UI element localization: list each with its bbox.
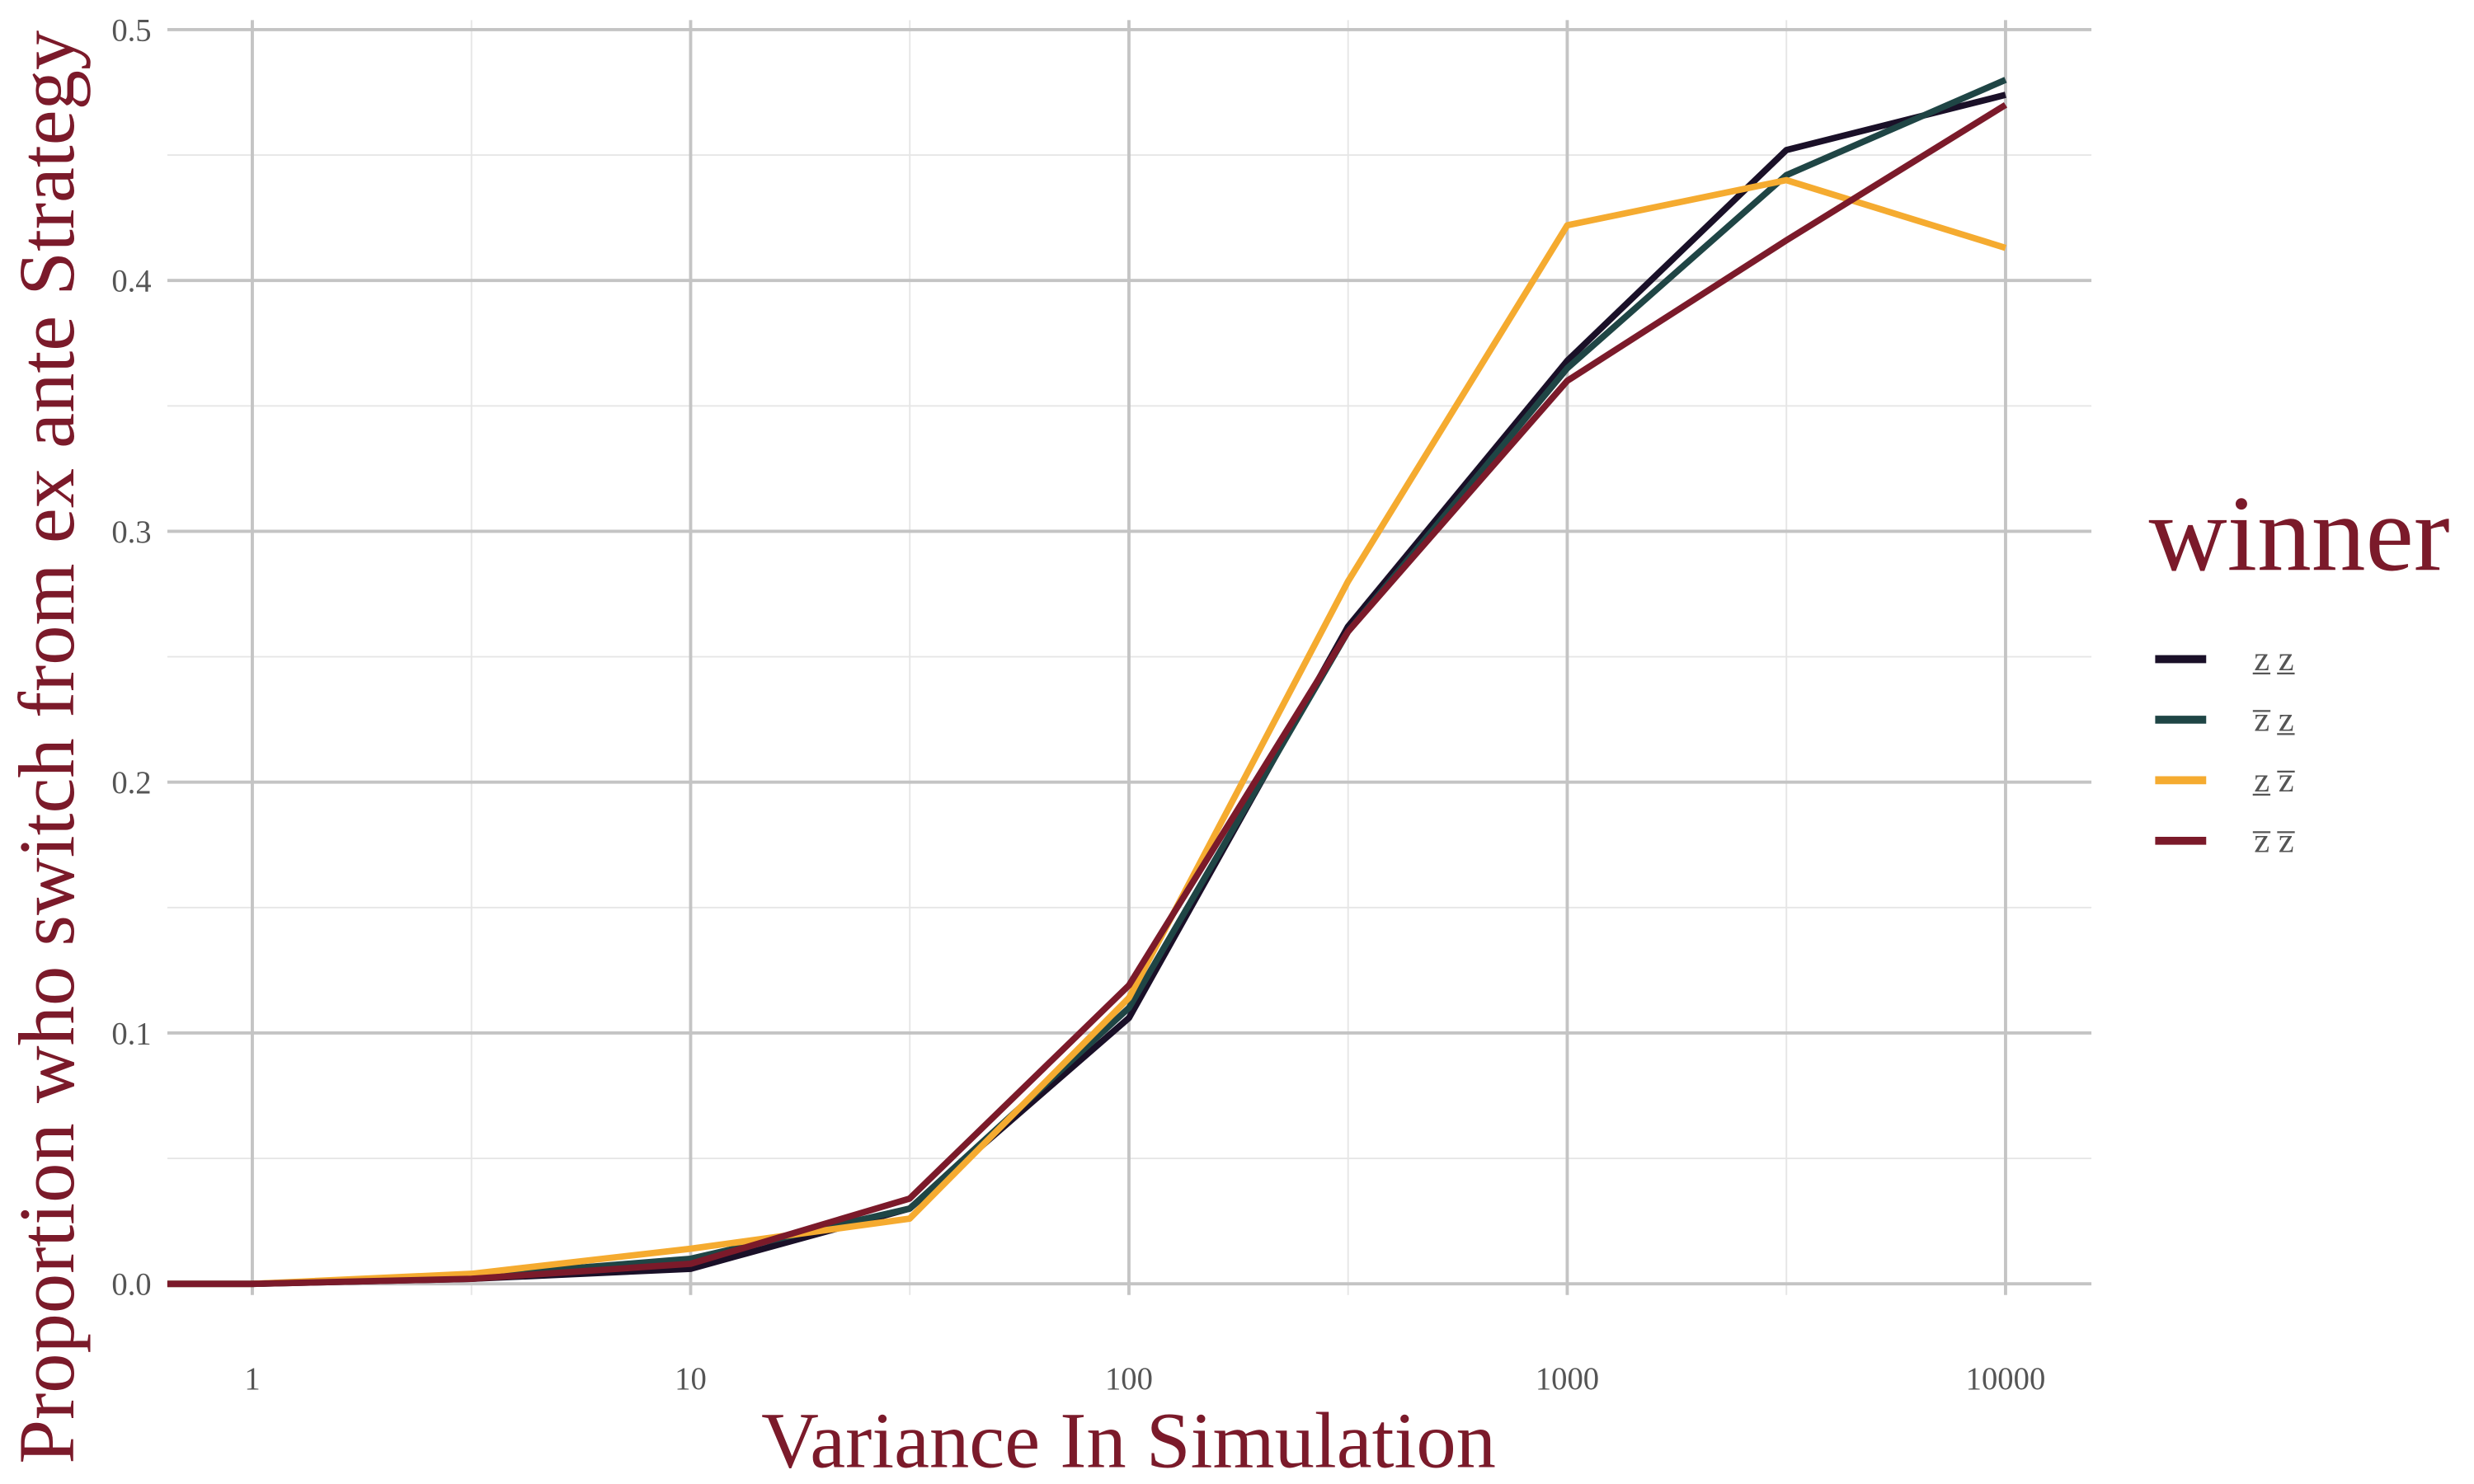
y-axis-title: Proportion who switch from ex ante Strat… (2, 31, 91, 1464)
y-tick-label: 0.2 (111, 766, 151, 801)
lines (167, 77, 2008, 1288)
y-tick-label: 0.3 (111, 515, 151, 550)
legend-label: z̅ z̅ (2252, 821, 2294, 860)
legend-title: winner (2149, 474, 2450, 594)
legend-label: z̲ z̅ (2252, 761, 2295, 800)
x-tick-label: 100 (1105, 1362, 1153, 1397)
x-axis-title: Variance In Simulation (761, 1397, 1496, 1484)
series-line (167, 101, 2008, 1288)
y-tick-label: 0.1 (111, 1017, 151, 1051)
x-tick-label: 10000 (1966, 1362, 2046, 1397)
series-line (167, 176, 2007, 1288)
legend: z̲ z̲ z̅ z̲ z̲ z̅ z̅ z̅ (2155, 640, 2295, 860)
series-line (167, 77, 2007, 1288)
legend-label: z̲ z̲ (2252, 640, 2294, 679)
y-tick-label: 0.5 (111, 13, 151, 48)
y-tick-label: 0.4 (111, 265, 151, 299)
x-tick-label: 1 (244, 1362, 260, 1397)
x-tick-label: 10 (675, 1362, 707, 1397)
legend-label: z̅ z̲ (2252, 700, 2294, 739)
y-tick-label: 0.0 (111, 1268, 151, 1303)
grid: 1 10 100 1000 10000 0.0 0.1 0.2 0.3 0.4 0.5 (111, 13, 2092, 1397)
x-tick-label: 1000 (1536, 1362, 1599, 1397)
